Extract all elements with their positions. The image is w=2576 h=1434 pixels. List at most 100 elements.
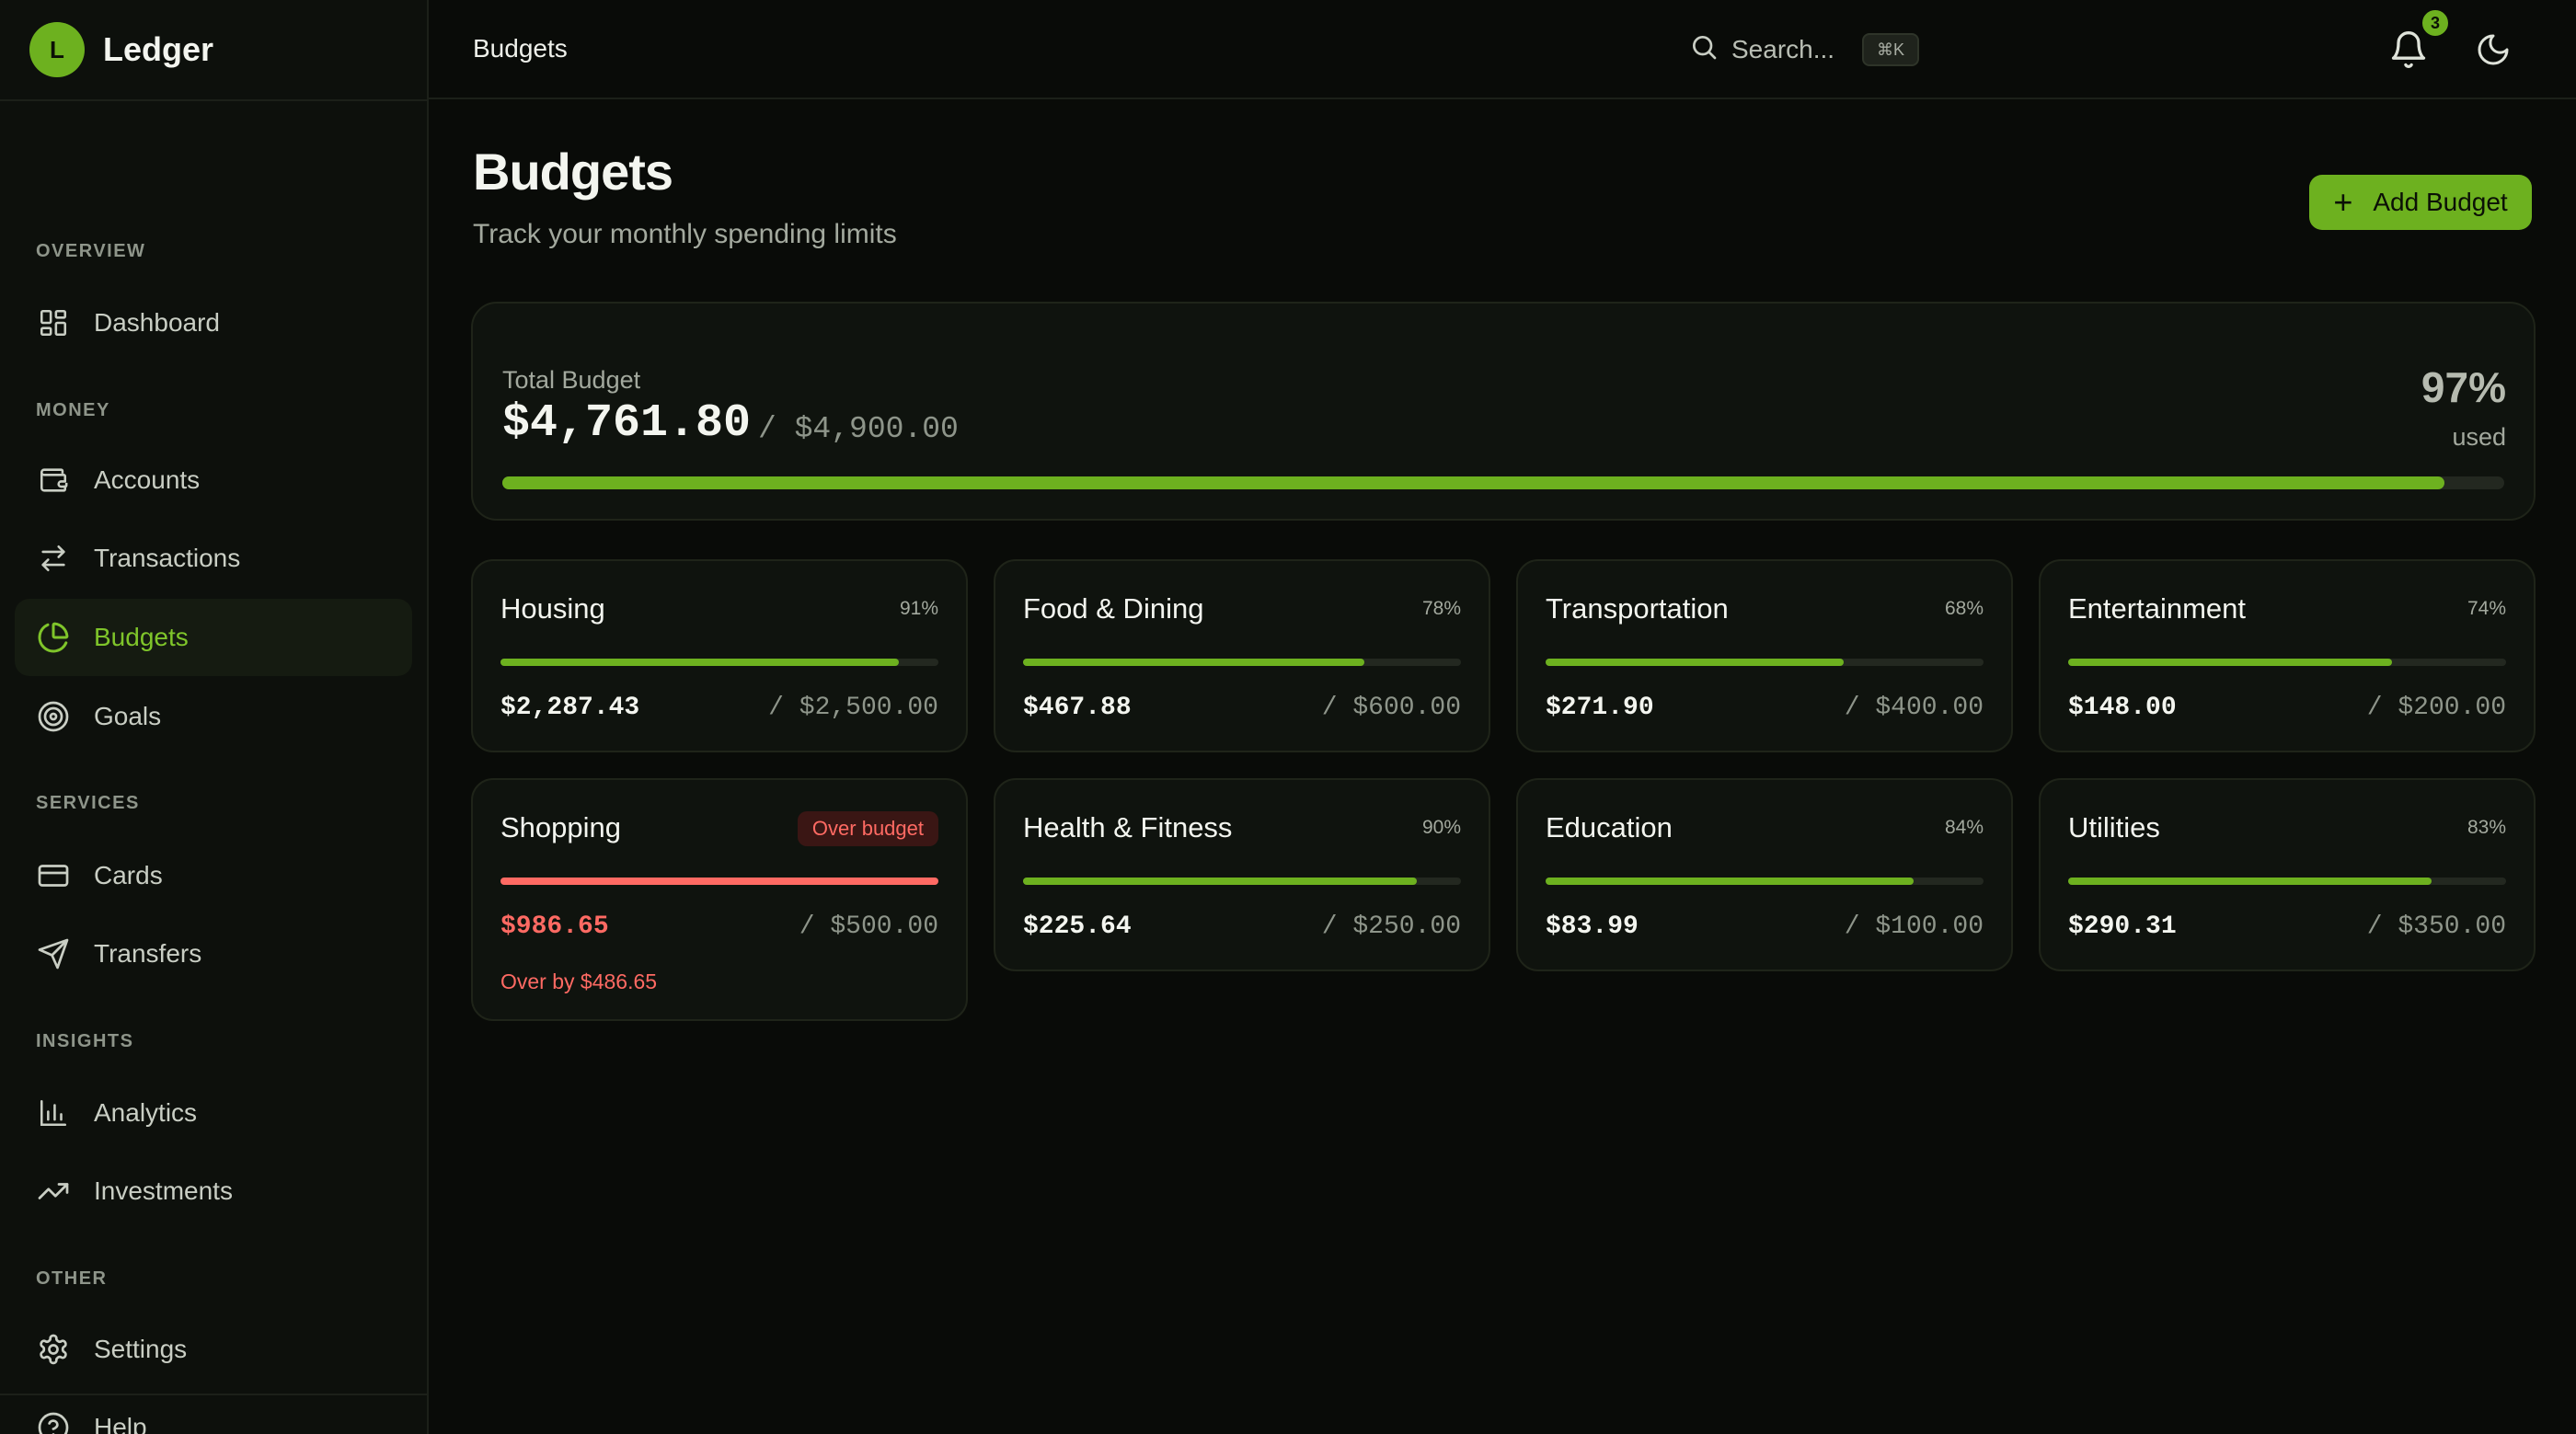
theme-toggle-button[interactable] (2475, 31, 2512, 68)
budget-limit: / $200.00 (2366, 694, 2506, 722)
budget-limit: / $100.00 (1844, 912, 1984, 941)
credit-card-icon (37, 859, 70, 892)
total-budget-card: Total Budget $4,761.80 / $4,900.00 97% u… (471, 302, 2536, 521)
brand-name: Ledger (103, 30, 214, 68)
sidebar-item-label: Budgets (94, 623, 189, 651)
sidebar-item-transfers[interactable]: Transfers (15, 915, 412, 992)
sidebar-item-label: Settings (94, 1335, 188, 1363)
nav-section-money: MONEY (36, 400, 110, 420)
budget-progress-fill (500, 659, 900, 666)
budget-spent: $148.00 (2068, 694, 2177, 722)
budget-progress-track (500, 659, 938, 666)
sidebar-item-settings[interactable]: Settings (15, 1311, 412, 1388)
budget-percent: 68% (1944, 598, 1984, 619)
budget-progress-fill (1546, 878, 1914, 885)
budget-progress-track (1546, 659, 1984, 666)
budget-limit: / $350.00 (2366, 912, 2506, 941)
budget-percent: 74% (2467, 598, 2506, 619)
budget-card-housing[interactable]: Housing 91% $2,287.43 / $2,500.00 (471, 559, 968, 752)
budget-progress-track (1546, 878, 1984, 885)
budget-percent: 91% (899, 598, 938, 619)
budget-name: Housing (500, 592, 605, 625)
sidebar-item-accounts[interactable]: Accounts (15, 442, 412, 519)
bar-chart-icon (37, 1096, 70, 1130)
budget-spent: $986.65 (500, 912, 609, 941)
sidebar-item-help[interactable]: Help (15, 1389, 412, 1434)
budget-spent: $83.99 (1546, 912, 1639, 941)
total-progress-fill (502, 476, 2444, 489)
budget-progress-fill (2068, 659, 2393, 666)
budget-card-shopping[interactable]: Shopping Over budget $986.65 / $500.00 Over … (471, 778, 968, 1021)
sidebar-item-label: Goals (94, 702, 162, 730)
page-title: Budgets (473, 143, 673, 201)
total-limit: / $4,900.00 (758, 412, 959, 446)
budget-card-entertainment[interactable]: Entertainment 74% $148.00 / $200.00 (2039, 559, 2536, 752)
budget-card-utilities[interactable]: Utilities 83% $290.31 / $350.00 (2039, 778, 2536, 971)
budget-limit: / $2,500.00 (768, 694, 938, 722)
budget-spent: $271.90 (1546, 694, 1654, 722)
gear-icon (37, 1333, 70, 1366)
sidebar-item-dashboard[interactable]: Dashboard (15, 284, 412, 361)
total-budget-label: Total Budget (502, 366, 641, 394)
search-button[interactable]: Search... ⌘K (1689, 28, 1920, 72)
sidebar-item-budgets[interactable]: Budgets (15, 599, 412, 676)
sidebar-divider (0, 1394, 429, 1395)
nav-section-insights: INSIGHTS (36, 1031, 134, 1051)
budget-card-health-fitness[interactable]: Health & Fitness 90% $225.64 / $250.00 (994, 778, 1490, 971)
budget-name: Health & Fitness (1023, 811, 1233, 843)
sidebar-item-label: Help (94, 1413, 147, 1434)
notification-count-badge: 3 (2420, 7, 2451, 39)
wallet-icon (37, 464, 70, 497)
over-budget-badge: Over budget (797, 811, 938, 846)
budget-spent: $2,287.43 (500, 694, 640, 722)
budget-card-food-dining[interactable]: Food & Dining 78% $467.88 / $600.00 (994, 559, 1490, 752)
budget-spent: $225.64 (1023, 912, 1132, 941)
sidebar-item-label: Investments (94, 1176, 233, 1205)
sidebar-item-label: Analytics (94, 1098, 198, 1127)
sidebar: L Ledger OVERVIEW Dashboard MONEY Accounts T… (0, 0, 429, 1434)
sidebar-item-transactions[interactable]: Transactions (15, 520, 412, 597)
budget-card-education[interactable]: Education 84% $83.99 / $100.00 (1516, 778, 2013, 971)
budget-name: Utilities (2068, 811, 2160, 843)
nav-section-other: OTHER (36, 1268, 108, 1289)
budget-name: Food & Dining (1023, 592, 1204, 625)
sidebar-item-label: Cards (94, 861, 163, 889)
total-percent: 97% (2421, 363, 2506, 411)
sidebar-item-cards[interactable]: Cards (15, 837, 412, 914)
moon-icon (2475, 34, 2512, 72)
dashboard-icon (37, 306, 70, 339)
budget-percent: 90% (1421, 817, 1461, 838)
sidebar-item-label: Accounts (94, 465, 201, 494)
budget-percent: 83% (2467, 817, 2506, 838)
sidebar-item-analytics[interactable]: Analytics (15, 1074, 412, 1152)
budget-card-transportation[interactable]: Transportation 68% $271.90 / $400.00 (1516, 559, 2013, 752)
search-label: Search... (1731, 35, 1835, 63)
budget-name: Transportation (1546, 592, 1729, 625)
add-budget-button[interactable]: + Add Budget (2309, 175, 2532, 230)
topbar: Budgets (429, 0, 2576, 99)
over-budget-note: Over by $486.65 (500, 969, 658, 993)
budget-limit: / $400.00 (1844, 694, 1984, 722)
notifications-button[interactable] (2388, 29, 2429, 70)
budget-progress-fill (1023, 659, 1365, 666)
brand[interactable]: L Ledger (0, 0, 427, 101)
sidebar-item-label: Transfers (94, 939, 202, 968)
budget-progress-track (2068, 878, 2506, 885)
budget-name: Shopping (500, 811, 622, 843)
brand-logo: L (29, 22, 85, 77)
budget-progress-track (2068, 659, 2506, 666)
sidebar-item-goals[interactable]: Goals (15, 678, 412, 755)
total-used-label: used (2452, 423, 2506, 451)
help-circle-icon (37, 1411, 70, 1434)
budget-spent: $290.31 (2068, 912, 2177, 941)
sidebar-item-label: Dashboard (94, 308, 220, 337)
budget-progress-fill (1546, 659, 1844, 666)
pie-chart-icon (37, 621, 70, 654)
sidebar-item-investments[interactable]: Investments (15, 1153, 412, 1230)
budget-name: Entertainment (2068, 592, 2246, 625)
nav-section-services: SERVICES (36, 793, 140, 813)
target-icon (37, 700, 70, 733)
budget-progress-track (500, 878, 938, 885)
send-icon (37, 937, 70, 970)
budget-percent: 78% (1421, 598, 1461, 619)
